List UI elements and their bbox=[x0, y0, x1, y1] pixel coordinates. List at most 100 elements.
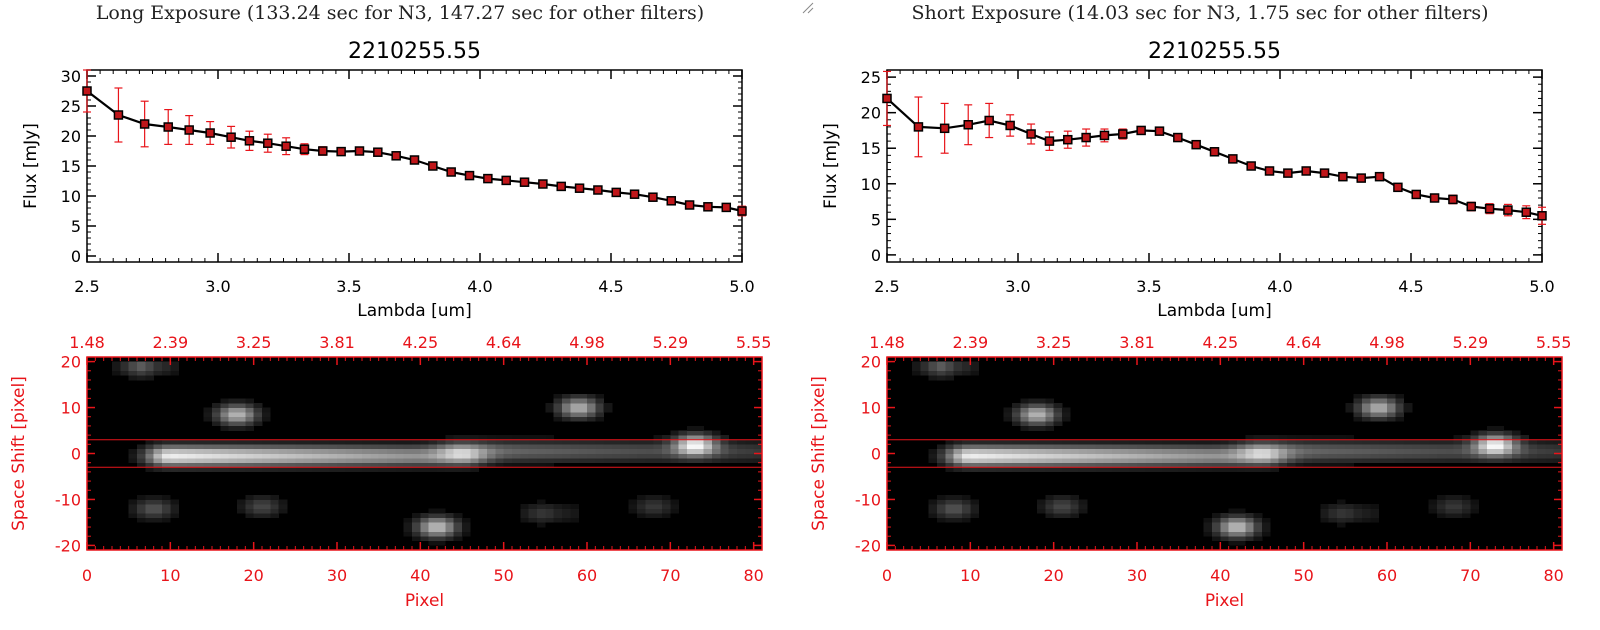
heatmap-cell bbox=[353, 439, 363, 445]
heatmap-cell bbox=[1003, 407, 1013, 413]
heatmap-cell bbox=[1437, 453, 1446, 459]
heatmap-cell bbox=[1378, 393, 1388, 399]
heatmap-cell bbox=[1203, 453, 1213, 459]
heatmap-cell bbox=[420, 462, 429, 468]
heatmap-cell bbox=[403, 462, 413, 468]
heatmap-cell bbox=[920, 370, 929, 376]
heatmap-cell bbox=[1295, 444, 1304, 450]
heatmap-cell bbox=[1278, 458, 1288, 463]
heatmap-cell bbox=[1295, 462, 1304, 468]
heatmap-cell bbox=[670, 444, 679, 450]
heatmap-cell bbox=[737, 439, 746, 445]
heatmap-cell bbox=[1403, 439, 1413, 445]
heatmap-cell bbox=[1062, 453, 1071, 459]
heatmap-cell bbox=[1237, 462, 1246, 468]
heatmap-cell bbox=[1345, 513, 1354, 519]
heatmap-cell bbox=[137, 375, 146, 381]
heatmap-cell bbox=[670, 453, 679, 459]
heatmap-cell bbox=[1053, 458, 1063, 463]
heatmap-cell bbox=[1045, 494, 1054, 500]
heatmap-cell bbox=[1270, 439, 1279, 445]
heatmap-cell bbox=[1362, 416, 1371, 422]
heatmap-cell bbox=[1395, 453, 1404, 459]
data-point bbox=[1411, 189, 1421, 200]
heatmap-cell bbox=[428, 527, 438, 532]
heatmap-cell bbox=[370, 458, 379, 463]
heatmap-cell bbox=[1312, 435, 1321, 441]
heatmap-cell bbox=[145, 458, 154, 463]
heatmap-cell bbox=[220, 448, 229, 454]
heatmap-cell bbox=[328, 453, 338, 459]
heatmap-cell bbox=[1420, 458, 1429, 463]
heatmap-cell bbox=[1387, 448, 1396, 454]
heatmap-cell bbox=[145, 513, 154, 519]
heatmap-cell bbox=[1320, 458, 1329, 463]
heatmap-cell bbox=[320, 439, 329, 445]
heatmap-cell bbox=[387, 448, 396, 454]
heatmap-cell bbox=[153, 504, 163, 509]
heatmap-cell bbox=[695, 448, 704, 454]
heatmap-cell bbox=[245, 416, 254, 422]
heatmap-cell bbox=[1353, 504, 1363, 509]
heatmap-cell bbox=[428, 462, 438, 468]
data-point bbox=[611, 187, 621, 198]
panel-title: Long Exposure (133.24 sec for N3, 147.27… bbox=[95, 2, 705, 24]
heatmap-cell bbox=[562, 448, 571, 454]
heatmap-cell bbox=[220, 458, 229, 463]
data-point bbox=[1466, 201, 1477, 212]
heatmap-cell bbox=[428, 467, 438, 473]
heatmap-cell bbox=[653, 504, 663, 509]
heatmap-cell bbox=[1203, 458, 1213, 463]
heatmap-cell bbox=[1328, 504, 1338, 509]
heatmap-cell bbox=[1195, 462, 1204, 468]
heatmap-cell bbox=[203, 407, 213, 413]
data-point bbox=[1118, 129, 1128, 139]
heatmap-cell bbox=[1378, 444, 1388, 450]
heatmap-cell bbox=[145, 494, 154, 500]
heatmap-cell bbox=[1528, 439, 1538, 445]
heatmap-cell bbox=[562, 412, 571, 418]
y-tick-label: 15 bbox=[861, 139, 881, 158]
heatmap-cell bbox=[545, 444, 554, 450]
heatmap-cell bbox=[245, 504, 254, 509]
x-axis-label: Lambda [um] bbox=[357, 301, 471, 321]
resize-grip-icon[interactable] bbox=[800, 0, 814, 14]
data-point bbox=[82, 86, 92, 96]
y-tick-label: 5 bbox=[71, 217, 81, 236]
data-point bbox=[184, 125, 194, 135]
heatmap-cell bbox=[1520, 435, 1529, 441]
heatmap-cell bbox=[1303, 453, 1313, 459]
heatmap-cell bbox=[937, 458, 946, 463]
heatmap-cell bbox=[1345, 439, 1354, 445]
heatmap-cell bbox=[528, 448, 538, 454]
heatmap-cell bbox=[1512, 444, 1521, 450]
heatmap-cell bbox=[1045, 398, 1054, 404]
heatmap-cell bbox=[1003, 416, 1013, 422]
heatmap-cell bbox=[1262, 458, 1271, 463]
heatmap-cell bbox=[1462, 499, 1471, 505]
heatmap-cell bbox=[570, 458, 579, 463]
data-point bbox=[409, 155, 420, 165]
heatmap-cell bbox=[528, 513, 538, 519]
heatmap-cell bbox=[237, 407, 246, 413]
heatmap-cell bbox=[1153, 453, 1163, 459]
heatmap-cell bbox=[987, 453, 996, 459]
heatmap-cell bbox=[1320, 517, 1329, 523]
heatmap-cell bbox=[578, 453, 588, 459]
heatmap-cell bbox=[1387, 458, 1396, 463]
top-axis-label: 5.55 bbox=[1536, 333, 1572, 352]
x-tick-label: 0 bbox=[82, 566, 92, 585]
heatmap-cell bbox=[995, 448, 1004, 454]
heatmap-cell bbox=[653, 458, 663, 463]
heatmap-cell bbox=[937, 494, 946, 500]
x-tick-label: 50 bbox=[493, 566, 513, 585]
heatmap-cell bbox=[1287, 458, 1296, 463]
heatmap-cell bbox=[1245, 517, 1254, 523]
heatmap-cell bbox=[1028, 398, 1038, 404]
heatmap-cell bbox=[1228, 444, 1238, 450]
heatmap-cell bbox=[745, 444, 754, 450]
heatmap-cell bbox=[1328, 462, 1338, 468]
heatmap-cell bbox=[970, 504, 979, 509]
heatmap-cell bbox=[1337, 458, 1346, 463]
heatmap-cell bbox=[1112, 462, 1121, 468]
